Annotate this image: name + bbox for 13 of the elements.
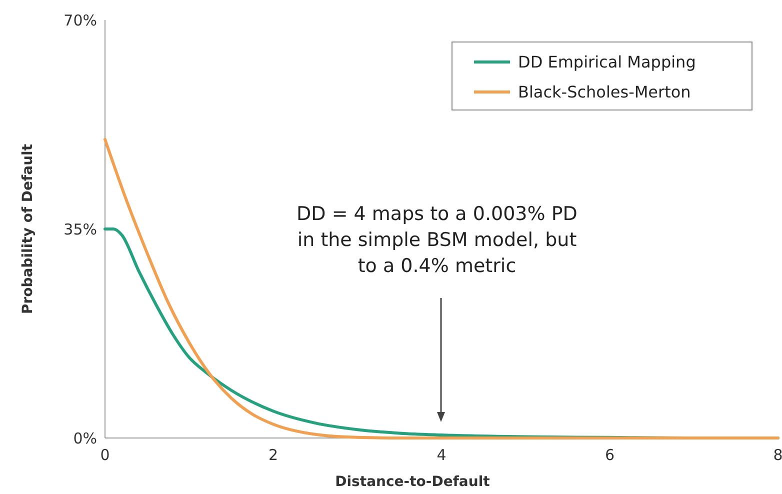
- legend-label: Black-Scholes-Merton: [518, 82, 691, 102]
- x-tick-label: 8: [773, 446, 782, 464]
- x-tick-label: 6: [604, 446, 615, 464]
- y-axis-title: Probability of Default: [20, 144, 36, 314]
- x-tick-label: 0: [100, 446, 110, 464]
- legend-label: DD Empirical Mapping: [518, 52, 696, 72]
- x-tick-label: 2: [268, 446, 278, 464]
- x-tick-label: 4: [436, 446, 446, 464]
- annotation: DD = 4 maps to a 0.003% PD in the simple BSM model, but to a 0.4% metric: [296, 203, 578, 277]
- x-axis-title: Distance-to-Default: [335, 474, 490, 490]
- y-tick-label: 35%: [64, 220, 97, 238]
- y-tick-label: 70%: [64, 11, 97, 30]
- y-tick-label: 0%: [73, 429, 97, 448]
